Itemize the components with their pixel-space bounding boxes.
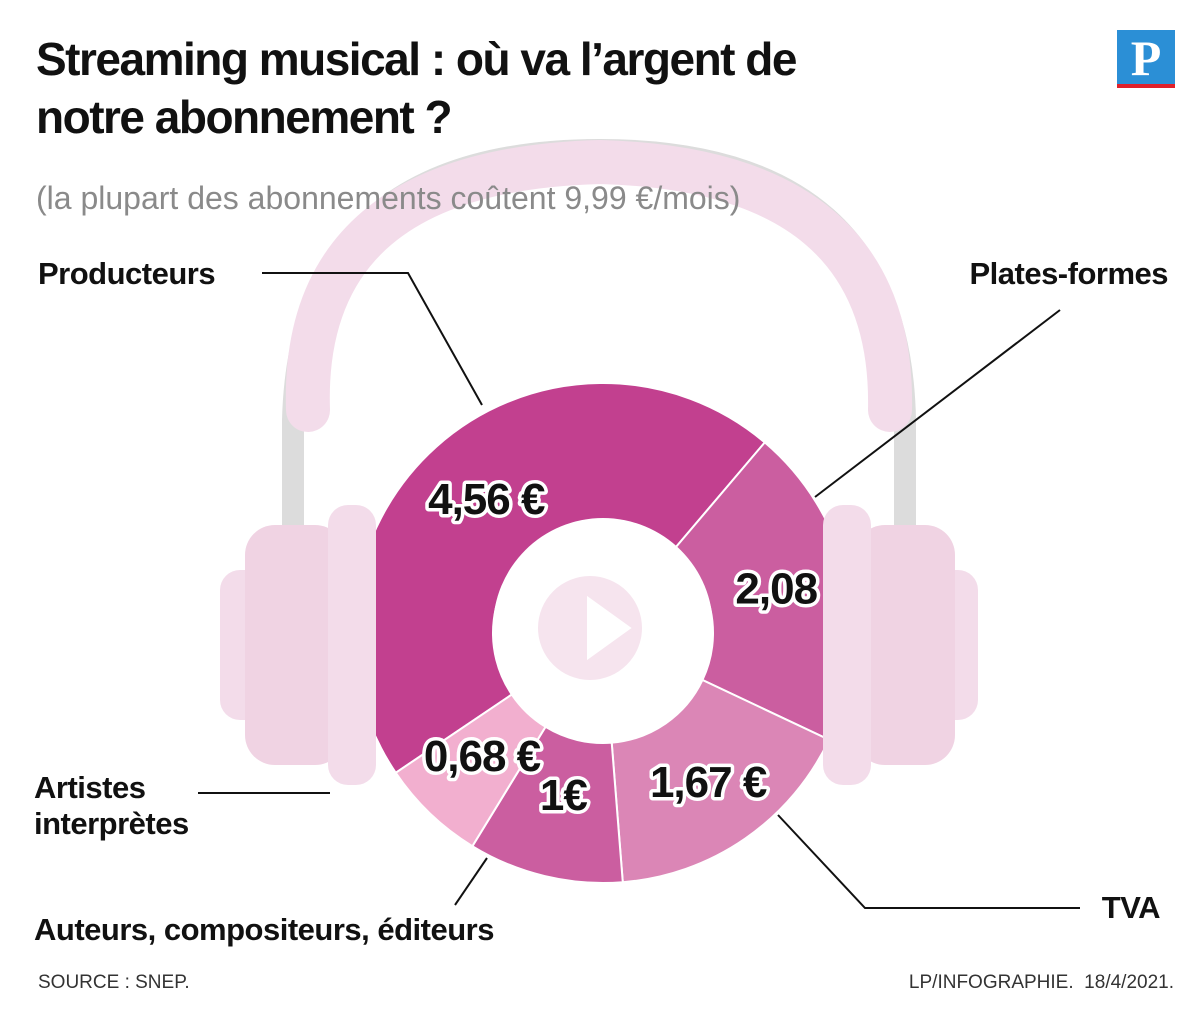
logo: P <box>1117 30 1175 88</box>
subtitle: (la plupart des abonnements coûtent 9,99… <box>36 180 741 216</box>
title: Streaming musical : où va l’argent de no… <box>36 33 797 143</box>
source: SOURCE : SNEP. <box>38 972 190 993</box>
category-label: Plates-formes <box>969 256 1168 291</box>
play-button <box>493 518 713 738</box>
category-label: Auteurs, compositeurs, éditeurs <box>34 912 494 947</box>
donut-segment <box>610 678 831 884</box>
value-label: 0,68 € <box>424 732 541 781</box>
category-label: Artistes interprètes <box>34 770 189 841</box>
category-label: TVA <box>1101 890 1161 925</box>
donut-segment <box>394 693 547 848</box>
value-label: 1€ <box>540 771 587 820</box>
value-label: 4,56 € <box>428 475 545 524</box>
credit: LP/INFOGRAPHIE. 18/4/2021. <box>908 972 1174 993</box>
leader-lines <box>198 272 1080 909</box>
value-label: 1,67 € <box>650 758 767 807</box>
headphones <box>282 138 916 545</box>
ear-cups <box>220 505 978 785</box>
category-label: Producteurs <box>38 256 216 291</box>
